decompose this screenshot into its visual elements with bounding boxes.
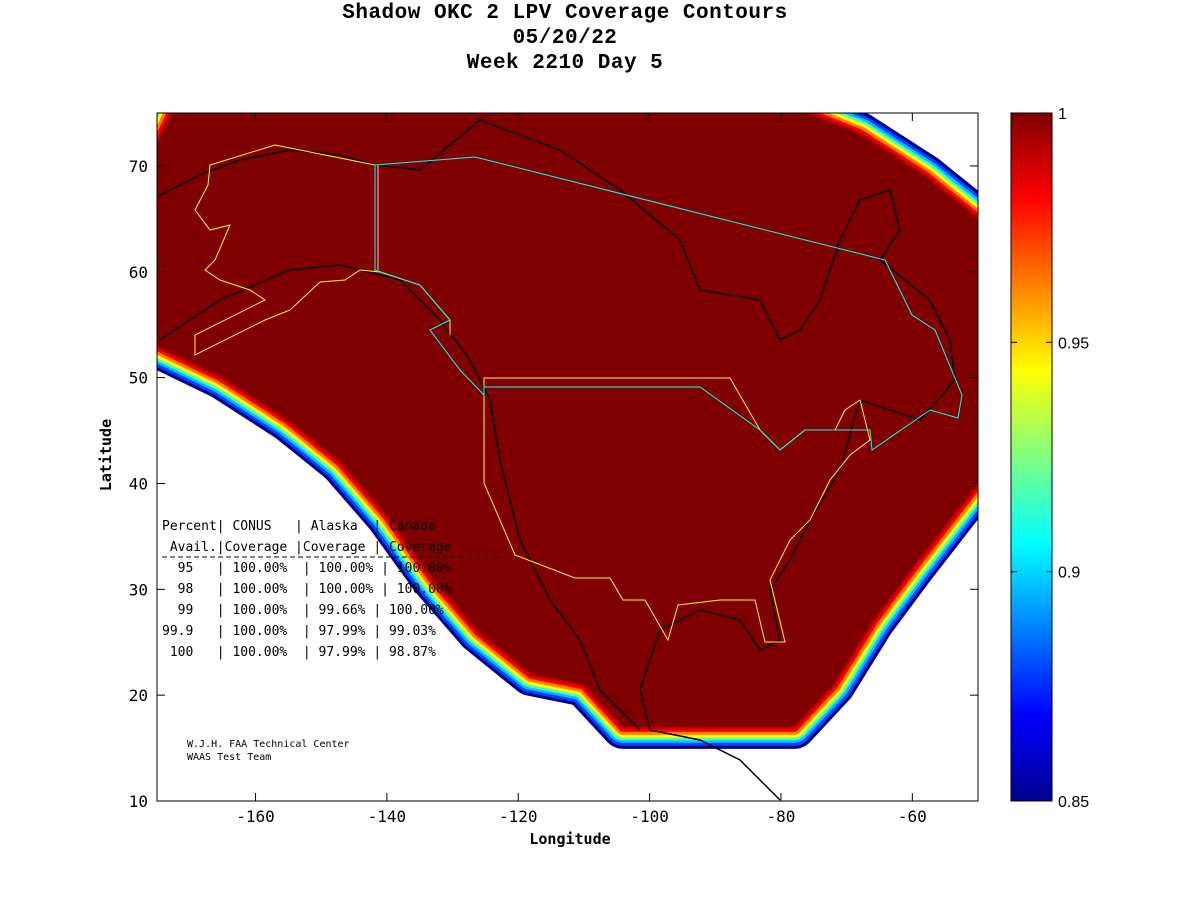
y-tick-label: 10 bbox=[129, 792, 148, 811]
colorbar bbox=[1010, 112, 1053, 802]
y-tick-label: 50 bbox=[129, 369, 148, 388]
pacific-coastline bbox=[159, 264, 641, 731]
colorbar-tick-label: 0.95 bbox=[1058, 335, 1089, 352]
x-tick-label: -160 bbox=[236, 807, 275, 826]
coastline bbox=[157, 119, 956, 801]
table-header-1: Percent| CONUS | Alaska | Canada bbox=[162, 519, 436, 534]
credit-line-1: W.J.H. FAA Technical Center bbox=[187, 739, 350, 750]
coverage-table: Percent| CONUS | Alaska | Canada Avail.|… bbox=[162, 519, 500, 660]
y-tick-label: 70 bbox=[129, 157, 148, 176]
x-tick-label: -80 bbox=[767, 807, 796, 826]
colorbar-tick-label: 0.9 bbox=[1058, 565, 1080, 582]
x-tick-label: -120 bbox=[499, 807, 538, 826]
table-row: 99 | 100.00% | 99.66% | 100.00% bbox=[162, 603, 444, 618]
figure-date: 05/20/22 bbox=[512, 27, 618, 50]
table-row: 95 | 100.00% | 100.00% | 100.00% bbox=[162, 561, 452, 576]
y-tick-label: 20 bbox=[129, 686, 148, 705]
credit-line-2: WAAS Test Team bbox=[187, 752, 271, 763]
canada-boundary bbox=[374, 156, 963, 451]
colorbar-ticks: 0.85 0.9 0.95 1 bbox=[1011, 106, 1089, 811]
colorbar-tick-label: 0.85 bbox=[1058, 794, 1089, 811]
plot-frame bbox=[156, 112, 979, 802]
alaska-boundary bbox=[194, 144, 451, 356]
x-axis-label: Longitude bbox=[529, 830, 610, 848]
coverage-map bbox=[157, 113, 978, 801]
figure-week: Week 2210 Day 5 bbox=[466, 52, 664, 75]
x-tick-label: -100 bbox=[630, 807, 669, 826]
figure-title: Shadow OKC 2 LPV Coverage Contours bbox=[342, 2, 788, 25]
table-row: 98 | 100.00% | 100.00% | 100.00% bbox=[162, 582, 452, 597]
table-row: 100 | 100.00% | 97.99% | 98.87% bbox=[162, 645, 436, 660]
y-tick-label: 60 bbox=[129, 263, 148, 282]
colorbar-tick-label: 1 bbox=[1058, 106, 1067, 123]
y-tick-label: 30 bbox=[129, 580, 148, 599]
axes: -160 -140 -120 -100 -80 -60 10 20 30 40 50 60 70 bbox=[129, 113, 978, 826]
x-tick-label: -140 bbox=[368, 807, 407, 826]
y-axis-label: Latitude bbox=[97, 419, 115, 491]
table-header-2: Avail.|Coverage |Coverage | Coverage bbox=[162, 540, 452, 555]
x-tick-label: -60 bbox=[898, 807, 927, 826]
table-row: 99.9 | 100.00% | 97.99% | 99.03% bbox=[162, 624, 436, 639]
y-tick-label: 40 bbox=[129, 474, 148, 493]
